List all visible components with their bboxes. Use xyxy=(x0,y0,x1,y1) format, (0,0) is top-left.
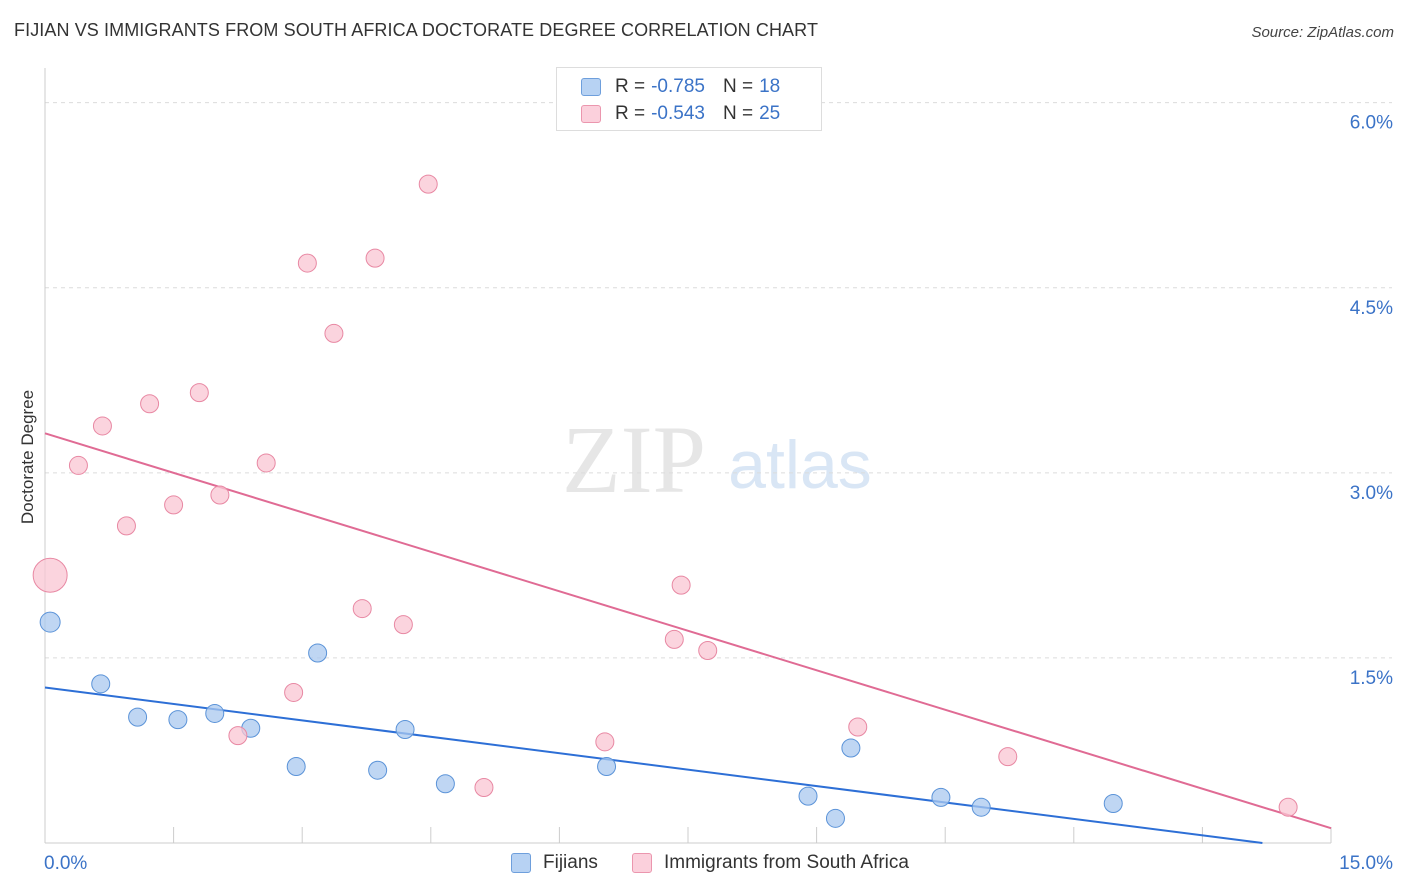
chart-title: FIJIAN VS IMMIGRANTS FROM SOUTH AFRICA D… xyxy=(14,20,819,40)
immigrants-point xyxy=(140,394,160,414)
fijians-point xyxy=(798,786,818,806)
legend-label-fijians: Fijians xyxy=(543,852,598,873)
y-axis-label: Doctorate Degree xyxy=(18,390,37,524)
immigrants-point xyxy=(256,453,276,473)
source-label: Source: ZipAtlas.com xyxy=(1251,24,1394,41)
y-tick-label: 1.5% xyxy=(1350,668,1393,689)
legend-r-value: -0.785 xyxy=(651,76,705,97)
legend-r-value: -0.543 xyxy=(651,103,705,124)
fijians-point xyxy=(395,719,415,739)
immigrants-point xyxy=(284,682,304,702)
legend-n-value: 25 xyxy=(759,103,781,124)
fijians-point xyxy=(286,757,306,776)
watermark-atlas: atlas xyxy=(728,427,872,503)
fijians-point xyxy=(205,703,225,723)
fijians-point xyxy=(931,787,951,807)
y-tick-label: 6.0% xyxy=(1350,113,1393,134)
immigrants-point xyxy=(189,383,209,403)
immigrants-swatch xyxy=(632,853,652,873)
legend-label-immigrants: Immigrants from South Africa xyxy=(664,852,909,873)
fijians-point xyxy=(825,808,845,828)
axes: 1.5% 3.0% 4.5% 6.0% 0.0% 15.0% xyxy=(44,68,1393,874)
immigrants-point xyxy=(1278,797,1298,817)
fijians-point xyxy=(168,710,188,730)
legend-item-immigrants[interactable]: Immigrants from South Africa xyxy=(632,852,909,874)
immigrants-point xyxy=(393,615,413,635)
fijians-trend-line xyxy=(44,686,1263,844)
legend-n-label: N = xyxy=(722,76,754,97)
immigrants-point xyxy=(352,599,372,619)
watermark-zip: ZIP xyxy=(562,406,706,513)
immigrants-point xyxy=(164,495,184,515)
fijians-point xyxy=(971,797,991,817)
fijians-point xyxy=(128,707,148,727)
legend-item-fijians[interactable]: Fijians xyxy=(511,852,598,874)
fijians-point xyxy=(39,611,61,633)
x-tick-label: 15.0% xyxy=(1339,853,1393,874)
fijians-swatch xyxy=(511,853,531,873)
fijians-point xyxy=(435,774,455,794)
immigrants-point xyxy=(671,575,691,595)
immigrants-point xyxy=(324,323,344,343)
immigrants-point xyxy=(297,253,317,273)
immigrants-point xyxy=(664,629,684,649)
immigrants-point xyxy=(418,174,438,194)
y-tick-label: 3.0% xyxy=(1350,483,1393,504)
correlation-legend: R = -0.785 N = 18 R = -0.543 N = 25 xyxy=(556,67,822,131)
immigrants-point xyxy=(595,732,615,752)
legend-row-fijians: R = -0.785 N = 18 xyxy=(581,74,780,100)
fijians-point xyxy=(368,760,388,780)
immigrants-point xyxy=(698,641,718,661)
x-tick-label: 0.0% xyxy=(44,853,87,874)
legend-row-immigrants: R = -0.543 N = 25 xyxy=(581,101,780,127)
immigrants-point xyxy=(474,777,494,797)
y-tick-label: 4.5% xyxy=(1350,298,1393,319)
immigrants-point xyxy=(92,416,112,436)
data-points xyxy=(32,174,1298,828)
fijians-swatch xyxy=(581,78,601,96)
immigrants-point xyxy=(365,248,385,268)
fijians-point xyxy=(1103,794,1123,814)
immigrants-point xyxy=(116,516,136,536)
immigrants-trend-line xyxy=(44,432,1332,830)
legend-n-value: 18 xyxy=(759,76,781,97)
legend-r-label: R = xyxy=(615,103,646,124)
fijians-point xyxy=(308,643,328,663)
legend-n-label: N = xyxy=(722,103,754,124)
fijians-point xyxy=(91,674,111,694)
immigrants-point xyxy=(32,557,68,593)
trend-lines xyxy=(44,432,1332,844)
fijians-point xyxy=(841,738,861,758)
fijians-point xyxy=(597,757,617,776)
immigrants-point xyxy=(848,717,868,737)
immigrants-point xyxy=(210,485,230,505)
immigrants-point xyxy=(228,726,248,746)
immigrants-point xyxy=(998,747,1018,767)
series-legend: Fijians Immigrants from South Africa xyxy=(0,852,1406,878)
gridlines xyxy=(45,102,1392,659)
legend-r-label: R = xyxy=(615,76,646,97)
immigrants-point xyxy=(68,455,88,475)
immigrants-swatch xyxy=(581,105,601,123)
